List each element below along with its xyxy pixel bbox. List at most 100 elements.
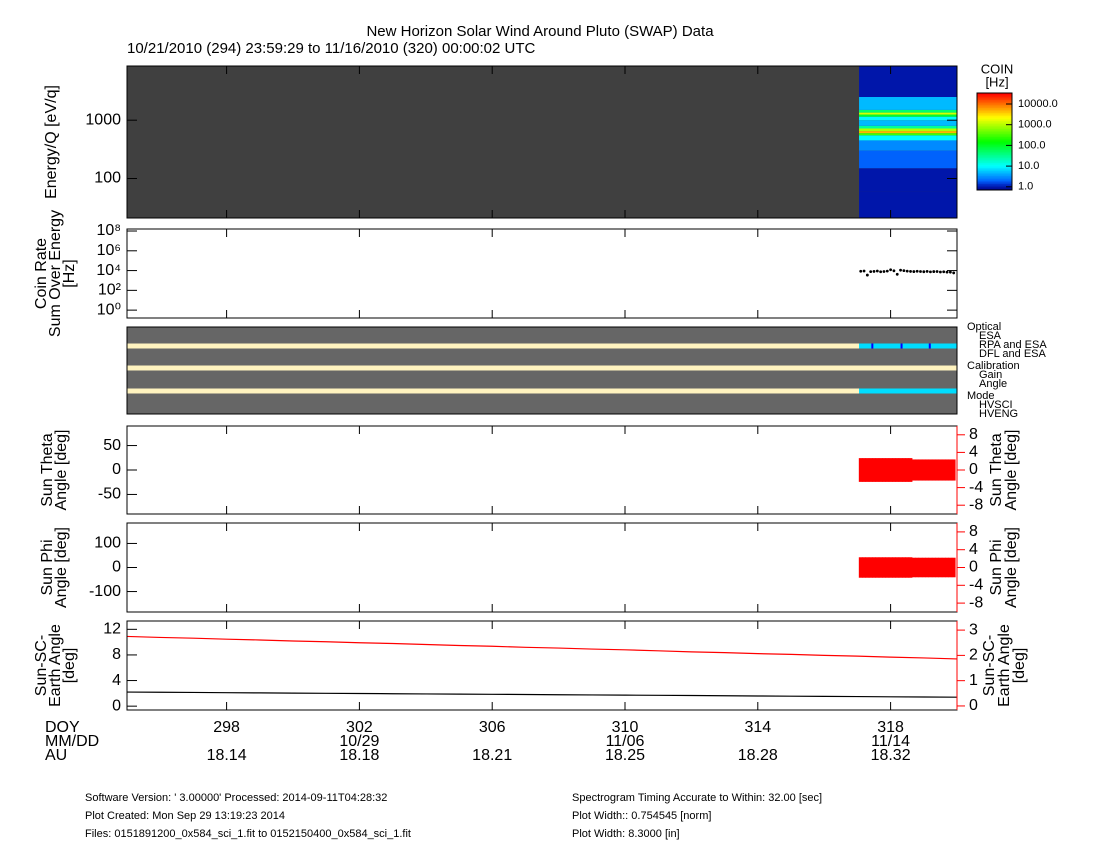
colorbar-step: [977, 170, 1012, 173]
status-segment: [928, 343, 931, 349]
colorbar-step: [977, 99, 1012, 102]
status-state-label: ESA: [979, 330, 1002, 342]
range-bar: [878, 557, 883, 578]
rate-point: [862, 269, 866, 273]
title: New Horizon Solar Wind Around Pluto (SWA…: [366, 23, 714, 40]
range-bar: [945, 459, 949, 481]
y-tick-label: 0: [112, 697, 121, 714]
range-bar: [862, 557, 866, 578]
range-bar: [901, 458, 906, 482]
spectrogram-cell: [859, 150, 957, 169]
range-bar: [908, 458, 913, 482]
spectrogram-cell: [859, 120, 957, 126]
x-tick-label: 306: [479, 719, 506, 736]
range-bar: [918, 557, 923, 578]
status-baseline: [127, 388, 957, 394]
range-bar: [882, 557, 886, 578]
range-bar: [915, 557, 920, 578]
colorbar-step: [977, 126, 1012, 130]
spectrogram-cell: [859, 109, 957, 113]
y-tick-label: 0: [112, 559, 121, 576]
colorbar-step: [977, 162, 1012, 165]
colorbar-step: [977, 93, 1012, 96]
status-state-label: RPA and ESA: [979, 339, 1047, 351]
range-bar: [872, 557, 876, 578]
y-axis-label: Earth Angle: [47, 624, 64, 707]
y-tick-label: 8: [112, 646, 121, 663]
range-bar: [895, 458, 900, 482]
range-bar: [905, 458, 910, 482]
rate-point: [919, 270, 922, 273]
colorbar-step: [977, 156, 1012, 159]
range-bar: [941, 459, 946, 481]
y-axis-label: [Hz]: [61, 259, 78, 287]
colorbar-step: [977, 130, 1012, 133]
range-bar: [915, 459, 920, 481]
rate-point: [952, 271, 956, 275]
colorbar-step: [977, 96, 1012, 99]
x-au-label: 18.25: [605, 747, 645, 764]
y-axis-label: Angle [deg]: [53, 527, 70, 608]
y2-axis-label: Sun Phi: [988, 539, 1005, 595]
x-au-label: 18.32: [871, 747, 911, 764]
panel-frame: [126, 65, 958, 219]
y2-tick-label: -4: [969, 577, 983, 594]
colorbar-step: [977, 178, 1012, 181]
range-bar: [865, 557, 870, 578]
status-baseline: [127, 365, 957, 371]
status-row-label: Optical: [967, 321, 1001, 333]
x-axis-row-label: MM/DD: [45, 733, 99, 750]
range-bar: [868, 458, 873, 482]
rate-point: [942, 270, 946, 274]
spectrogram-cell: [859, 131, 957, 134]
range-bar: [885, 458, 890, 482]
colorbar-step: [977, 159, 1012, 162]
range-bar: [908, 557, 913, 578]
status-state-label: HVSCI: [979, 399, 1013, 411]
colorbar-step: [977, 180, 1012, 183]
panel-background: [127, 523, 957, 612]
rate-point: [935, 270, 939, 273]
range-bar: [868, 557, 873, 578]
x-date-label: 11/14: [871, 733, 910, 750]
y-tick-label: 4: [112, 672, 121, 689]
x-axis-row-label: AU: [45, 747, 67, 764]
y2-tick-label: -8: [969, 496, 983, 513]
colorbar-step: [977, 112, 1012, 115]
range-bar: [892, 557, 896, 578]
status-row-label: Calibration: [967, 360, 1020, 372]
y-tick-label: 10²: [98, 282, 122, 299]
spectrogram-cell: [859, 140, 957, 151]
y-tick-label: 10⁰: [97, 301, 121, 318]
colorbar-step: [977, 120, 1012, 123]
range-bar: [901, 557, 906, 578]
y-tick-label: 100: [94, 170, 121, 187]
colorbar-step: [977, 102, 1012, 105]
y-tick-label: -50: [98, 486, 121, 503]
y2-tick-label: 3: [969, 621, 978, 638]
colorbar-step: [977, 151, 1012, 154]
colorbar-step: [977, 115, 1012, 118]
colorbar-step: [977, 117, 1012, 120]
rate-point: [875, 269, 879, 273]
status-baseline: [127, 343, 957, 349]
y-tick-label: 10⁸: [96, 222, 121, 239]
colorbar-tick-label: 100.0: [1018, 139, 1046, 151]
spectrogram-cell: [859, 128, 957, 132]
colorbar-step: [977, 131, 1012, 134]
y-axis-label: Energy/Q [eV/q]: [43, 85, 60, 199]
colorbar-title: COIN: [981, 61, 1014, 76]
rate-point: [905, 269, 909, 273]
rate-point: [939, 270, 942, 274]
spectrogram-cell: [859, 116, 957, 121]
spectrogram-cell: [859, 135, 957, 141]
status-segment: [900, 343, 903, 349]
colorbar-step: [977, 128, 1012, 131]
panel-background: [127, 426, 957, 514]
y-axis-label: Sum Over Energy: [47, 210, 64, 337]
range-bar: [948, 557, 953, 578]
rate-point: [882, 270, 886, 273]
colorbar-step: [977, 181, 1012, 185]
x-tick-label: 298: [213, 719, 240, 736]
spectrogram-cell: [859, 66, 957, 97]
